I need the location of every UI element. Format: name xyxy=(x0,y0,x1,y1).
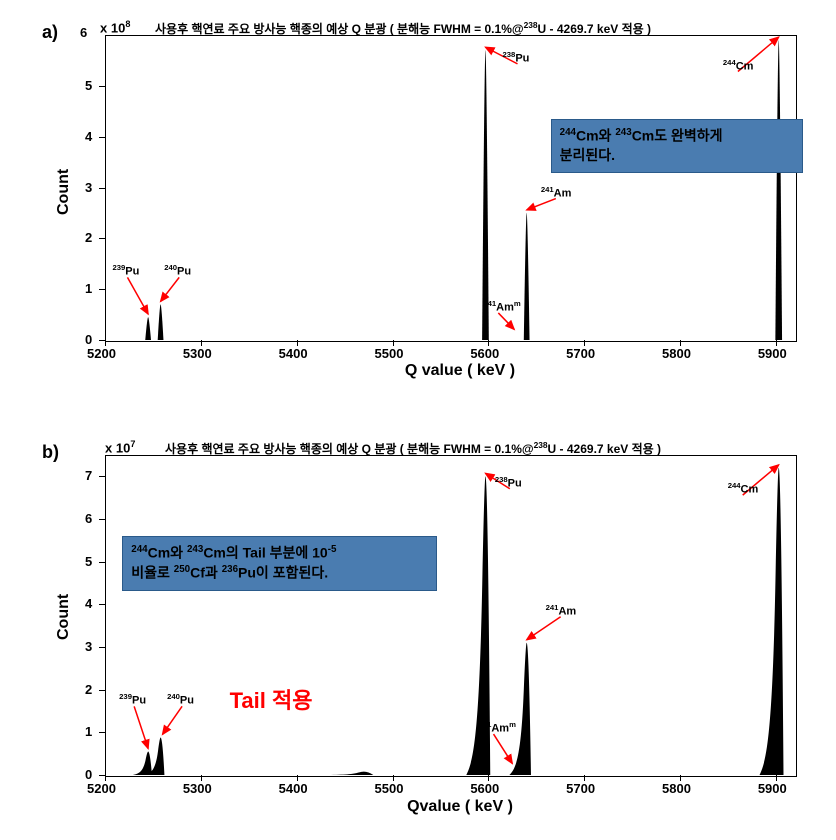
peak-label: 244Cm xyxy=(728,481,759,496)
panel-a-infobox: 244Cm와 243Cm도 완벽하게 분리된다. xyxy=(551,119,804,173)
y-tick-label: 2 xyxy=(85,230,92,245)
y-tick xyxy=(99,647,105,648)
peak-label: 239Pu xyxy=(112,263,139,278)
y-tick-label: 0 xyxy=(85,767,92,782)
x-tick-label: 5700 xyxy=(566,781,595,796)
peak-label: 240Pu xyxy=(164,263,191,278)
y-tick-label: 1 xyxy=(85,281,92,296)
x-tick-label: 5400 xyxy=(279,346,308,361)
y-tick-label: 3 xyxy=(85,180,92,195)
x-tick-label: 5900 xyxy=(758,346,787,361)
panel-b-infobox: 244Cm와 243Cm의 Tail 부분에 10-5 비율로 250Cf과 2… xyxy=(122,536,437,591)
y-tick-label: 5 xyxy=(85,78,92,93)
y-tick-label: 3 xyxy=(85,639,92,654)
panel-a-xlabel: Q value ( keV ) xyxy=(330,362,590,380)
panel-b-xlabel: Qvalue ( keV ) xyxy=(330,798,590,816)
y-tick xyxy=(99,340,105,341)
x-tick-label: 5400 xyxy=(279,781,308,796)
x-tick-label: 5200 xyxy=(87,781,116,796)
y-tick xyxy=(99,690,105,691)
y-tick-label: 4 xyxy=(85,596,92,611)
y-tick-label: 5 xyxy=(85,554,92,569)
y-tick-label: 4 xyxy=(85,129,92,144)
panel-a-plot xyxy=(105,35,797,342)
panel-a-ylabel: Count xyxy=(55,169,73,215)
y-tick xyxy=(99,476,105,477)
x-tick-label: 5700 xyxy=(566,346,595,361)
y-tick xyxy=(99,188,105,189)
y-tick-label: 0 xyxy=(85,332,92,347)
x-tick-label: 5900 xyxy=(758,781,787,796)
y-tick xyxy=(99,604,105,605)
y-tick xyxy=(99,775,105,776)
peak-label: 241Am xyxy=(546,603,577,618)
peak-label: 240Pu xyxy=(167,692,194,707)
y-tick-label: 1 xyxy=(85,724,92,739)
x-tick-label: 5500 xyxy=(375,346,404,361)
y-tick xyxy=(99,562,105,563)
y-tick xyxy=(99,289,105,290)
y-tick-label: 6 xyxy=(85,511,92,526)
y-tick xyxy=(99,238,105,239)
y-tick-label: 7 xyxy=(85,468,92,483)
peak-label: 241Amm xyxy=(479,720,516,735)
x-tick-label: 5600 xyxy=(470,781,499,796)
panel-b-tail-label: Tail 적용 xyxy=(230,683,313,715)
peak-label: 238Pu xyxy=(503,50,530,65)
y-tick xyxy=(99,519,105,520)
x-tick-label: 5500 xyxy=(375,781,404,796)
panel-b-plot xyxy=(105,455,797,777)
panel-b-label: b) xyxy=(42,442,59,463)
y-tick xyxy=(99,732,105,733)
x-tick-label: 5300 xyxy=(183,346,212,361)
x-tick-label: 5800 xyxy=(662,346,691,361)
y-tick xyxy=(99,86,105,87)
panel-a-yprefix: 6 xyxy=(80,25,87,40)
x-tick-label: 5200 xyxy=(87,346,116,361)
peak-label: 239Pu xyxy=(119,692,146,707)
peak-label: 241Am xyxy=(541,185,572,200)
panel-a-label: a) xyxy=(42,22,58,43)
peak-label: 241Amm xyxy=(483,299,520,314)
y-tick xyxy=(99,137,105,138)
panel-b-exp: x 107 xyxy=(105,439,135,455)
peak-label: 238Pu xyxy=(495,475,522,490)
y-tick-label: 2 xyxy=(85,682,92,697)
panel-a-exp: x 108 xyxy=(100,19,130,35)
x-tick-label: 5600 xyxy=(470,346,499,361)
x-tick-label: 5800 xyxy=(662,781,691,796)
peak-label: 244Cm xyxy=(723,58,754,73)
panel-b-ylabel: Count xyxy=(55,594,73,640)
x-tick-label: 5300 xyxy=(183,781,212,796)
